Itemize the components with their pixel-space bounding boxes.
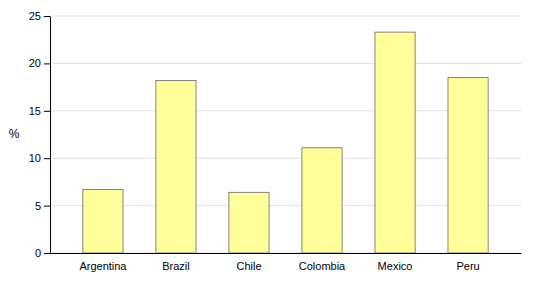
- grid-line: [50, 63, 521, 64]
- y-tick-label: 0: [35, 247, 41, 259]
- x-tick-label: Brazil: [162, 260, 190, 272]
- x-tick: Argentina: [79, 260, 127, 272]
- y-tick: 5: [35, 200, 50, 212]
- bar: [375, 32, 415, 253]
- x-tick: Chile: [236, 260, 261, 272]
- x-tick-label: Colombia: [299, 260, 346, 272]
- y-tick-mark: [44, 111, 50, 112]
- bar: [448, 78, 488, 253]
- y-tick: 20: [29, 57, 50, 69]
- grid-line: [50, 16, 521, 17]
- y-tick-mark: [44, 63, 50, 64]
- y-tick-mark: [44, 206, 50, 207]
- y-tick-label: 20: [29, 57, 41, 69]
- y-tick-label: 10: [29, 152, 41, 164]
- y-axis: 0 5 10 15 20 25: [29, 10, 51, 259]
- x-tick-label: Argentina: [79, 260, 127, 272]
- chart: Argentina Brazil Chile Colombia Mexico Peru 0 5…: [0, 0, 537, 283]
- grid: [50, 16, 521, 253]
- bar: [302, 148, 342, 253]
- y-axis-line: [50, 17, 51, 254]
- y-tick-mark: [44, 253, 50, 254]
- bar: [156, 80, 196, 253]
- x-tick: Colombia: [299, 260, 346, 272]
- bar: [83, 189, 123, 253]
- y-tick: 25: [29, 10, 50, 22]
- x-tick: Peru: [456, 260, 479, 272]
- x-axis: Argentina Brazil Chile Colombia Mexico Peru: [51, 254, 522, 272]
- x-tick-label: Chile: [236, 260, 261, 272]
- y-tick-mark: [44, 158, 50, 159]
- y-tick: 15: [29, 105, 50, 117]
- x-axis-line: [51, 253, 522, 254]
- y-tick-label: 5: [35, 200, 41, 212]
- bars: [83, 32, 488, 253]
- y-axis-title: %: [9, 127, 20, 141]
- x-tick: Brazil: [162, 260, 190, 272]
- bar: [229, 192, 269, 253]
- x-tick: Mexico: [378, 260, 413, 272]
- y-tick: 0: [35, 247, 50, 259]
- y-tick-mark: [44, 16, 50, 17]
- y-tick-label: 15: [29, 105, 41, 117]
- y-tick: 10: [29, 152, 50, 164]
- y-tick-label: 25: [29, 10, 41, 22]
- x-tick-label: Mexico: [378, 260, 413, 272]
- x-tick-label: Peru: [456, 260, 479, 272]
